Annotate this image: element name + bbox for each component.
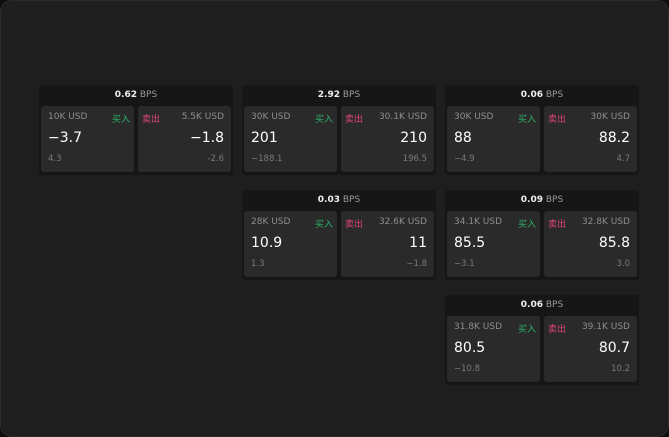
sell-change: −1.8: [406, 259, 427, 269]
spread-header: 0.09 BPS: [445, 190, 639, 211]
sell-amount: 32.6K USD: [378, 217, 427, 227]
buy-change: 1.3: [251, 259, 265, 269]
buy-panel[interactable]: 30K USD 买入 88 −4.9: [447, 106, 540, 172]
quote-card: 0.06 BPS 30K USD 买入 88 −4.9 卖出 30K USD 8…: [445, 85, 639, 175]
sell-label: 卖出: [548, 325, 567, 335]
buy-change: −188.1: [251, 154, 283, 164]
buy-label: 买入: [111, 115, 130, 125]
spread-unit: BPS: [545, 300, 564, 310]
sell-label: 卖出: [548, 220, 567, 230]
sell-amount: 32.8K USD: [581, 217, 630, 227]
buy-amount: 10K USD: [48, 112, 88, 122]
buy-change: 4.3: [48, 154, 62, 164]
spread-value: 0.06: [520, 300, 543, 310]
sell-panel[interactable]: 卖出 5.5K USD −1.8 -2.6: [138, 106, 231, 172]
spread-header: 0.62 BPS: [39, 85, 233, 106]
quote-card: 0.06 BPS 31.8K USD 买入 80.5 −10.8 卖出 39.1…: [445, 295, 639, 385]
buy-amount: 30K USD: [454, 112, 494, 122]
quote-card: 2.92 BPS 30K USD 买入 201 −188.1 卖出 30.1K …: [242, 85, 436, 175]
quote-card: 0.03 BPS 28K USD 买入 10.9 1.3 卖出 32.6K US…: [242, 190, 436, 280]
sell-change: 10.2: [611, 364, 630, 374]
sell-label: 卖出: [345, 220, 364, 230]
buy-price: 80.5: [454, 340, 486, 356]
buy-amount: 31.8K USD: [454, 322, 503, 332]
buy-panel[interactable]: 34.1K USD 买入 85.5 −3.1: [447, 211, 540, 277]
buy-label: 买入: [517, 220, 536, 230]
buy-price: 10.9: [251, 235, 283, 251]
sell-price: −1.8: [190, 130, 224, 146]
sell-price: 88.2: [598, 130, 630, 146]
spread-unit: BPS: [545, 90, 564, 100]
spread-unit: BPS: [545, 195, 564, 205]
buy-amount: 30K USD: [251, 112, 291, 122]
sell-panel[interactable]: 卖出 39.1K USD 80.7 10.2: [544, 316, 637, 382]
spread-header: 2.92 BPS: [242, 85, 436, 106]
sell-price: 11: [409, 235, 427, 251]
buy-panel[interactable]: 30K USD 买入 201 −188.1: [244, 106, 337, 172]
buy-change: −4.9: [454, 154, 475, 164]
sell-price: 210: [400, 130, 427, 146]
sell-panel[interactable]: 卖出 32.8K USD 85.8 3.0: [544, 211, 637, 277]
spread-header: 0.06 BPS: [445, 85, 639, 106]
buy-price: 88: [454, 130, 472, 146]
buy-panel[interactable]: 28K USD 买入 10.9 1.3: [244, 211, 337, 277]
buy-change: −3.1: [454, 259, 475, 269]
sell-label: 卖出: [548, 115, 567, 125]
sell-amount: 5.5K USD: [181, 112, 224, 122]
quote-card: 0.62 BPS 10K USD 买入 −3.7 4.3 卖出 5.5K USD…: [39, 85, 233, 175]
sell-panel[interactable]: 卖出 32.6K USD 11 −1.8: [341, 211, 434, 277]
buy-price: 201: [251, 130, 278, 146]
sell-change: 196.5: [402, 154, 427, 164]
quote-card: 0.09 BPS 34.1K USD 买入 85.5 −3.1 卖出 32.8K…: [445, 190, 639, 280]
sell-change: -2.6: [207, 154, 224, 164]
buy-label: 买入: [517, 325, 536, 335]
spread-unit: BPS: [342, 195, 361, 205]
spread-value: 0.62: [114, 90, 137, 100]
sell-label: 卖出: [345, 115, 364, 125]
spread-value: 0.03: [317, 195, 340, 205]
sell-price: 80.7: [598, 340, 630, 356]
spread-value: 2.92: [317, 90, 340, 100]
sell-change: 3.0: [616, 259, 630, 269]
sell-price: 85.8: [598, 235, 630, 251]
buy-label: 买入: [314, 220, 333, 230]
buy-amount: 28K USD: [251, 217, 291, 227]
sell-amount: 30.1K USD: [378, 112, 427, 122]
spread-value: 0.06: [520, 90, 543, 100]
sell-label: 卖出: [142, 115, 161, 125]
sell-change: 4.7: [616, 154, 630, 164]
buy-label: 买入: [314, 115, 333, 125]
buy-amount: 34.1K USD: [454, 217, 503, 227]
spread-header: 0.06 BPS: [445, 295, 639, 316]
buy-panel[interactable]: 31.8K USD 买入 80.5 −10.8: [447, 316, 540, 382]
buy-price: 85.5: [454, 235, 486, 251]
buy-price: −3.7: [48, 130, 82, 146]
sell-amount: 39.1K USD: [581, 322, 630, 332]
buy-panel[interactable]: 10K USD 买入 −3.7 4.3: [41, 106, 134, 172]
sell-panel[interactable]: 卖出 30K USD 88.2 4.7: [544, 106, 637, 172]
spread-header: 0.03 BPS: [242, 190, 436, 211]
sell-panel[interactable]: 卖出 30.1K USD 210 196.5: [341, 106, 434, 172]
sell-amount: 30K USD: [590, 112, 630, 122]
buy-label: 买入: [517, 115, 536, 125]
spread-unit: BPS: [342, 90, 361, 100]
spread-value: 0.09: [520, 195, 543, 205]
spread-unit: BPS: [139, 90, 158, 100]
buy-change: −10.8: [454, 364, 481, 374]
